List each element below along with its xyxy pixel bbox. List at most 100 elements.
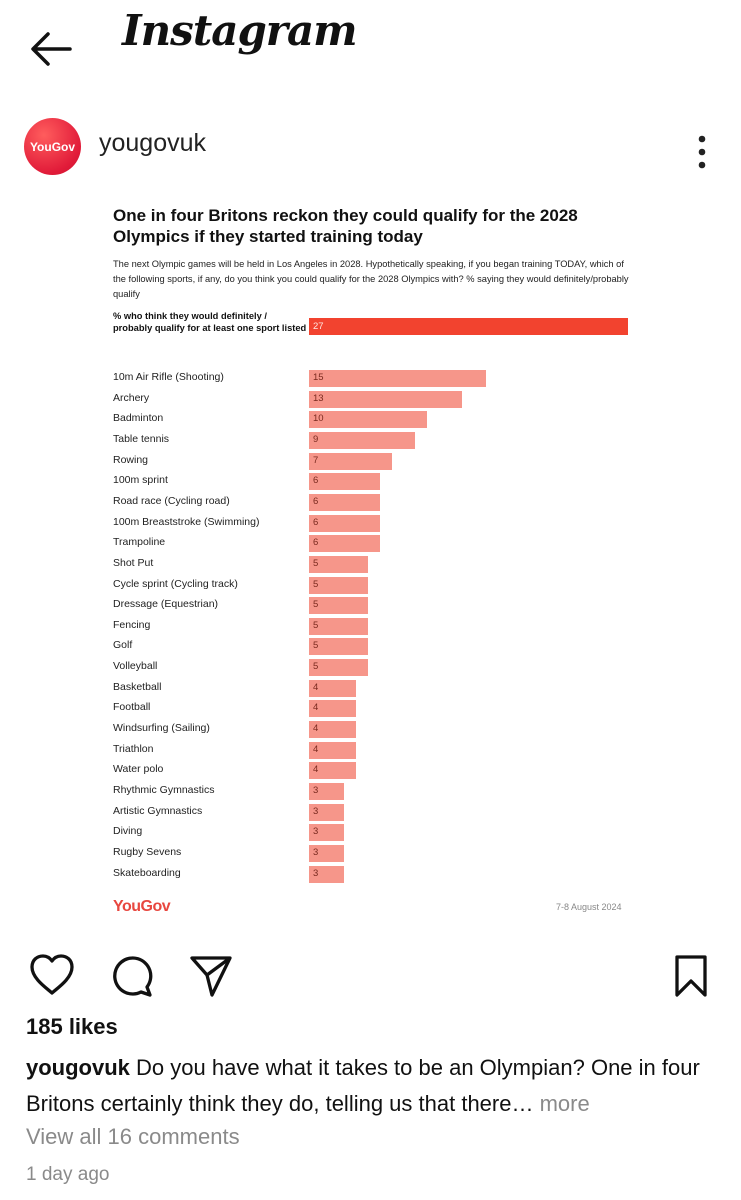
bar	[309, 452, 392, 470]
post-timestamp: 1 day ago	[26, 1164, 110, 1185]
category-label: Football	[113, 701, 151, 714]
bar-value-label: 6	[313, 495, 319, 507]
category-label: Skateboarding	[113, 866, 181, 879]
category-label: Cycle sprint (Cycling track)	[113, 577, 238, 590]
bar	[309, 514, 380, 532]
summary-value: 27	[313, 321, 324, 332]
bar	[309, 473, 380, 491]
category-label: Water polo	[113, 763, 164, 776]
bar-value-label: 6	[313, 516, 319, 528]
category-label: Rhythmic Gymnastics	[113, 784, 215, 796]
category-label: Archery	[113, 391, 150, 404]
category-label: Diving	[113, 825, 143, 838]
bar	[309, 493, 380, 511]
category-label: Basketball	[113, 680, 162, 693]
bar	[309, 803, 345, 821]
survey-date: 7-8 August 2024	[556, 902, 622, 912]
caption-more-link[interactable]: more	[539, 1091, 590, 1116]
category-label: Road race (Cycling road)	[113, 494, 230, 507]
view-comments-link[interactable]: View all 16 comments	[26, 1124, 240, 1149]
bar-value-label: 3	[313, 785, 319, 796]
bar	[309, 555, 368, 573]
post-username[interactable]: yougovuk	[99, 129, 207, 157]
bar-value-label: 7	[313, 454, 319, 466]
bar	[309, 865, 345, 883]
bar	[309, 824, 345, 842]
bar-value-label: 10	[313, 413, 324, 425]
caption-username[interactable]: yougovuk	[26, 1055, 130, 1080]
bar-value-label: 5	[313, 578, 319, 590]
bar-value-label: 6	[313, 475, 319, 487]
bar	[309, 762, 357, 780]
caption-text: Do you have what it takes to be an Olymp…	[26, 1055, 700, 1116]
category-label: Shot Put	[113, 556, 154, 569]
bar-value-label: 4	[313, 681, 319, 693]
arrow-left-icon	[31, 32, 72, 66]
bar-value-label: 5	[313, 599, 319, 611]
bar-value-label: 3	[313, 867, 319, 879]
bar	[309, 597, 368, 615]
post-image-chart[interactable]: One in four Britons reckon they could qu…	[0, 190, 741, 935]
back-button[interactable]	[26, 24, 76, 74]
category-label: 100m sprint	[113, 474, 168, 487]
yougov-logo: YouGov	[113, 898, 171, 915]
category-label: Rugby Sevens	[113, 845, 182, 858]
bar-value-label: 5	[313, 557, 319, 569]
comment-button[interactable]	[108, 953, 154, 1004]
bar-value-label: 5	[313, 640, 319, 652]
avatar-text: YouGov	[29, 139, 76, 154]
bar-value-label: 5	[313, 619, 319, 631]
bar-value-label: 3	[313, 826, 319, 838]
bar-value-label: 4	[313, 743, 319, 755]
bar	[309, 783, 345, 800]
like-button[interactable]	[28, 953, 76, 1002]
bar	[309, 576, 368, 594]
bar-value-label: 9	[313, 433, 319, 445]
comment-icon	[113, 956, 153, 997]
bar-value-label: 3	[313, 846, 319, 858]
bookmark-icon	[675, 955, 707, 997]
bar	[309, 679, 357, 697]
category-label: 100m Breaststroke (Swimming)	[113, 515, 260, 528]
save-button[interactable]	[671, 953, 711, 1004]
likes-count[interactable]: 185 likes	[26, 1014, 118, 1039]
top-bar: Instagram	[0, 0, 741, 95]
more-options-button[interactable]	[688, 130, 716, 174]
bar	[309, 659, 368, 677]
bar-value-label: 3	[313, 805, 319, 817]
post-caption: yougovuk Do you have what it takes to be…	[26, 1050, 726, 1122]
bar	[309, 741, 357, 759]
share-button[interactable]	[188, 953, 234, 1004]
category-label: Triathlon	[113, 742, 154, 755]
bar	[309, 390, 463, 408]
chart-title: One in four Britons reckon they could qu…	[113, 206, 578, 246]
category-label: Badminton	[113, 412, 164, 425]
bar	[309, 638, 368, 656]
category-label: Golf	[113, 639, 133, 652]
bar-value-label: 15	[313, 372, 324, 383]
bar	[309, 617, 368, 635]
bar-value-label: 4	[313, 764, 319, 776]
bar	[309, 721, 357, 739]
category-label: Artistic Gymnastics	[113, 804, 203, 817]
summary-bar	[309, 318, 628, 335]
category-label: Dressage (Equestrian)	[113, 598, 219, 611]
bar	[309, 700, 357, 718]
vertical-dots-icon	[698, 135, 706, 169]
bar	[309, 844, 345, 862]
action-bar	[0, 945, 741, 1005]
post-header: YouGov yougovuk	[0, 112, 741, 176]
bar	[309, 431, 416, 449]
chart-subtitle: The next Olympic games will be held in L…	[113, 259, 629, 299]
bar-value-label: 13	[313, 392, 324, 404]
avatar[interactable]: YouGov	[24, 118, 81, 175]
category-label: Table tennis	[113, 432, 170, 445]
bar	[309, 535, 380, 553]
bar-value-label: 4	[313, 723, 319, 735]
category-label: 10m Air Rifle (Shooting)	[113, 371, 224, 383]
summary-label: % who think they would definitely / prob…	[113, 311, 307, 333]
category-label: Windsurfing (Sailing)	[113, 722, 210, 735]
category-label: Volleyball	[113, 660, 158, 673]
category-label: Fencing	[113, 618, 151, 631]
bar	[309, 370, 486, 387]
